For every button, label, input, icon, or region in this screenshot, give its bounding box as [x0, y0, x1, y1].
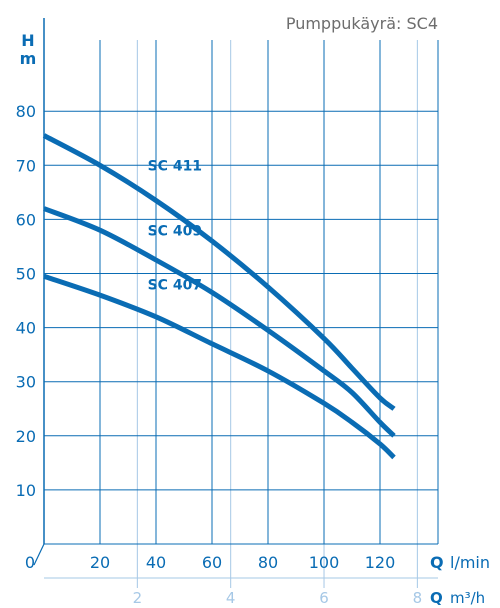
- x-tick-label: 20: [90, 553, 110, 572]
- x-tick-label: 120: [365, 553, 396, 572]
- x-tick-label: 100: [309, 553, 340, 572]
- curve-sc-409: [43, 206, 396, 438]
- x2-axis-letter: Q: [430, 589, 443, 607]
- chart-title: Pumppukäyrä: SC4: [285, 14, 438, 33]
- m3h-tick-label: 8: [413, 589, 423, 607]
- y-tick-label: 40: [16, 319, 36, 338]
- y-tick-label: 50: [16, 265, 36, 284]
- x-axis-letter: Q: [430, 553, 444, 572]
- y-tick-label: 80: [16, 102, 36, 121]
- y-tick-label: 10: [16, 481, 36, 500]
- x2-axis-unit: m³/h: [450, 589, 485, 607]
- y-axis-letter: H: [21, 31, 34, 50]
- m3h-tick-label: 4: [226, 589, 236, 607]
- series-label-sc-411: SC 411: [148, 159, 202, 175]
- y-tick-label: 60: [16, 210, 36, 229]
- axis-break: [33, 543, 45, 566]
- curve-sc-407: [43, 273, 396, 460]
- y-tick-label: 20: [16, 427, 36, 446]
- y-tick-label: 70: [16, 156, 36, 175]
- series-label-sc-407: SC 407: [148, 278, 202, 294]
- y-axis-unit: m: [20, 49, 37, 68]
- x-tick-label: 40: [146, 553, 166, 572]
- x-tick-label: 80: [258, 553, 278, 572]
- y-tick-label: 30: [16, 373, 36, 392]
- m3h-tick-label: 2: [133, 589, 143, 607]
- x-axis-unit: l/min: [450, 553, 490, 572]
- x-tick-label: 60: [202, 553, 222, 572]
- curve-sc-411: [42, 133, 396, 411]
- x-tick-label: 0: [25, 553, 35, 572]
- series-label-sc-409: SC 409: [148, 224, 202, 240]
- m3h-tick-label: 6: [319, 589, 329, 607]
